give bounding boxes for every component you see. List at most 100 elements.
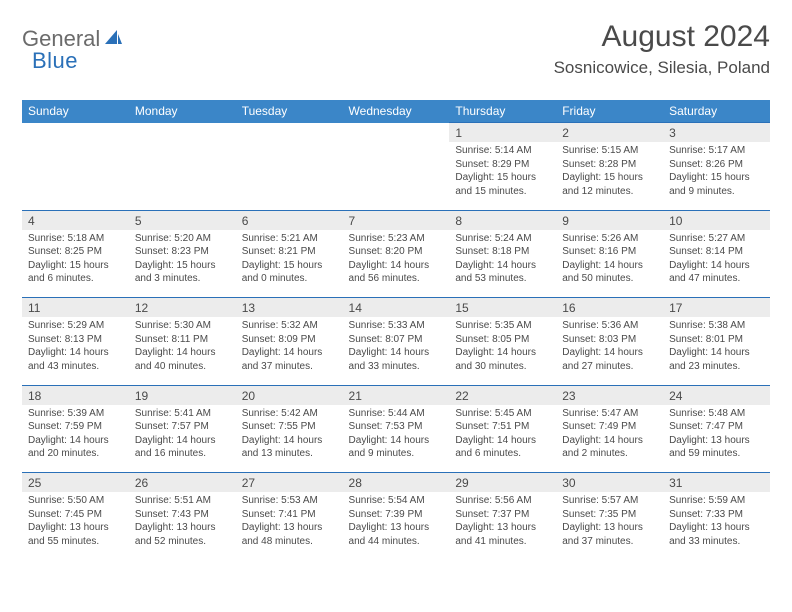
sunset-line: Sunset: 8:21 PM bbox=[242, 245, 337, 259]
daylight-line-1: Daylight: 14 hours bbox=[135, 346, 230, 360]
sunset-line: Sunset: 7:43 PM bbox=[135, 508, 230, 522]
logo-text-blue: Blue bbox=[32, 48, 78, 73]
daylight-line-1: Daylight: 14 hours bbox=[28, 434, 123, 448]
day-content-cell: Sunrise: 5:30 AMSunset: 8:11 PMDaylight:… bbox=[129, 317, 236, 385]
daylight-line-1: Daylight: 14 hours bbox=[349, 346, 444, 360]
daylight-line-2: and 56 minutes. bbox=[349, 272, 444, 286]
sunrise-line: Sunrise: 5:50 AM bbox=[28, 494, 123, 508]
daylight-line-2: and 47 minutes. bbox=[669, 272, 764, 286]
day-content-cell: Sunrise: 5:47 AMSunset: 7:49 PMDaylight:… bbox=[556, 405, 663, 473]
sunset-line: Sunset: 8:01 PM bbox=[669, 333, 764, 347]
day-number-cell: 12 bbox=[129, 298, 236, 318]
daylight-line-1: Daylight: 14 hours bbox=[28, 346, 123, 360]
week-content-row: Sunrise: 5:50 AMSunset: 7:45 PMDaylight:… bbox=[22, 492, 770, 560]
daylight-line-1: Daylight: 13 hours bbox=[562, 521, 657, 535]
day-content-cell: Sunrise: 5:24 AMSunset: 8:18 PMDaylight:… bbox=[449, 230, 556, 298]
day-number-cell: 4 bbox=[22, 210, 129, 230]
week-daynum-row: 11121314151617 bbox=[22, 298, 770, 318]
day-number-cell: 8 bbox=[449, 210, 556, 230]
day-number-cell: 11 bbox=[22, 298, 129, 318]
day-number-cell: 26 bbox=[129, 473, 236, 493]
day-number-cell bbox=[343, 123, 450, 143]
sunset-line: Sunset: 8:23 PM bbox=[135, 245, 230, 259]
sunrise-line: Sunrise: 5:51 AM bbox=[135, 494, 230, 508]
week-content-row: Sunrise: 5:39 AMSunset: 7:59 PMDaylight:… bbox=[22, 405, 770, 473]
day-content-cell: Sunrise: 5:36 AMSunset: 8:03 PMDaylight:… bbox=[556, 317, 663, 385]
sunrise-line: Sunrise: 5:53 AM bbox=[242, 494, 337, 508]
daylight-line-2: and 9 minutes. bbox=[349, 447, 444, 461]
daylight-line-2: and 43 minutes. bbox=[28, 360, 123, 374]
sunrise-line: Sunrise: 5:45 AM bbox=[455, 407, 550, 421]
daylight-line-1: Daylight: 14 hours bbox=[669, 346, 764, 360]
month-title: August 2024 bbox=[554, 20, 770, 54]
day-content-cell: Sunrise: 5:50 AMSunset: 7:45 PMDaylight:… bbox=[22, 492, 129, 560]
daylight-line-1: Daylight: 14 hours bbox=[455, 259, 550, 273]
daylight-line-2: and 30 minutes. bbox=[455, 360, 550, 374]
day-number-cell: 10 bbox=[663, 210, 770, 230]
sunset-line: Sunset: 8:11 PM bbox=[135, 333, 230, 347]
daylight-line-2: and 41 minutes. bbox=[455, 535, 550, 549]
day-number-cell: 17 bbox=[663, 298, 770, 318]
day-number-cell: 5 bbox=[129, 210, 236, 230]
day-number-cell: 15 bbox=[449, 298, 556, 318]
day-number-cell: 31 bbox=[663, 473, 770, 493]
daylight-line-2: and 37 minutes. bbox=[562, 535, 657, 549]
day-content-cell: Sunrise: 5:23 AMSunset: 8:20 PMDaylight:… bbox=[343, 230, 450, 298]
daylight-line-2: and 53 minutes. bbox=[455, 272, 550, 286]
sunrise-line: Sunrise: 5:21 AM bbox=[242, 232, 337, 246]
day-content-cell: Sunrise: 5:42 AMSunset: 7:55 PMDaylight:… bbox=[236, 405, 343, 473]
daylight-line-1: Daylight: 14 hours bbox=[349, 259, 444, 273]
day-number-cell: 29 bbox=[449, 473, 556, 493]
day-content-cell: Sunrise: 5:57 AMSunset: 7:35 PMDaylight:… bbox=[556, 492, 663, 560]
sunset-line: Sunset: 8:13 PM bbox=[28, 333, 123, 347]
daylight-line-1: Daylight: 13 hours bbox=[349, 521, 444, 535]
daylight-line-2: and 12 minutes. bbox=[562, 185, 657, 199]
day-number-cell: 23 bbox=[556, 385, 663, 405]
sunrise-line: Sunrise: 5:59 AM bbox=[669, 494, 764, 508]
daylight-line-1: Daylight: 15 hours bbox=[135, 259, 230, 273]
sunset-line: Sunset: 7:37 PM bbox=[455, 508, 550, 522]
daylight-line-2: and 33 minutes. bbox=[349, 360, 444, 374]
day-number-cell: 14 bbox=[343, 298, 450, 318]
daylight-line-2: and 9 minutes. bbox=[669, 185, 764, 199]
weekday-header: Saturday bbox=[663, 100, 770, 123]
daylight-line-1: Daylight: 14 hours bbox=[562, 259, 657, 273]
sunrise-line: Sunrise: 5:15 AM bbox=[562, 144, 657, 158]
daylight-line-2: and 3 minutes. bbox=[135, 272, 230, 286]
daylight-line-1: Daylight: 14 hours bbox=[242, 434, 337, 448]
sunset-line: Sunset: 8:29 PM bbox=[455, 158, 550, 172]
day-content-cell: Sunrise: 5:54 AMSunset: 7:39 PMDaylight:… bbox=[343, 492, 450, 560]
week-daynum-row: 25262728293031 bbox=[22, 473, 770, 493]
day-content-cell: Sunrise: 5:18 AMSunset: 8:25 PMDaylight:… bbox=[22, 230, 129, 298]
daylight-line-1: Daylight: 14 hours bbox=[242, 346, 337, 360]
day-number-cell: 25 bbox=[22, 473, 129, 493]
sunrise-line: Sunrise: 5:48 AM bbox=[669, 407, 764, 421]
daylight-line-2: and 2 minutes. bbox=[562, 447, 657, 461]
daylight-line-2: and 48 minutes. bbox=[242, 535, 337, 549]
day-content-cell bbox=[343, 142, 450, 210]
sunrise-line: Sunrise: 5:32 AM bbox=[242, 319, 337, 333]
day-content-cell: Sunrise: 5:33 AMSunset: 8:07 PMDaylight:… bbox=[343, 317, 450, 385]
daylight-line-1: Daylight: 15 hours bbox=[242, 259, 337, 273]
sunrise-line: Sunrise: 5:57 AM bbox=[562, 494, 657, 508]
day-content-cell: Sunrise: 5:41 AMSunset: 7:57 PMDaylight:… bbox=[129, 405, 236, 473]
sunrise-line: Sunrise: 5:23 AM bbox=[349, 232, 444, 246]
sunset-line: Sunset: 7:35 PM bbox=[562, 508, 657, 522]
day-content-cell: Sunrise: 5:15 AMSunset: 8:28 PMDaylight:… bbox=[556, 142, 663, 210]
sunset-line: Sunset: 7:55 PM bbox=[242, 420, 337, 434]
day-content-cell bbox=[236, 142, 343, 210]
sunset-line: Sunset: 8:26 PM bbox=[669, 158, 764, 172]
daylight-line-1: Daylight: 14 hours bbox=[455, 346, 550, 360]
title-block: August 2024 Sosnicowice, Silesia, Poland bbox=[554, 20, 770, 78]
day-number-cell: 7 bbox=[343, 210, 450, 230]
daylight-line-2: and 23 minutes. bbox=[669, 360, 764, 374]
day-number-cell: 30 bbox=[556, 473, 663, 493]
sunrise-line: Sunrise: 5:38 AM bbox=[669, 319, 764, 333]
daylight-line-2: and 27 minutes. bbox=[562, 360, 657, 374]
day-content-cell: Sunrise: 5:56 AMSunset: 7:37 PMDaylight:… bbox=[449, 492, 556, 560]
day-number-cell: 1 bbox=[449, 123, 556, 143]
day-content-cell: Sunrise: 5:38 AMSunset: 8:01 PMDaylight:… bbox=[663, 317, 770, 385]
weekday-header: Sunday bbox=[22, 100, 129, 123]
sunset-line: Sunset: 8:05 PM bbox=[455, 333, 550, 347]
sunset-line: Sunset: 7:49 PM bbox=[562, 420, 657, 434]
